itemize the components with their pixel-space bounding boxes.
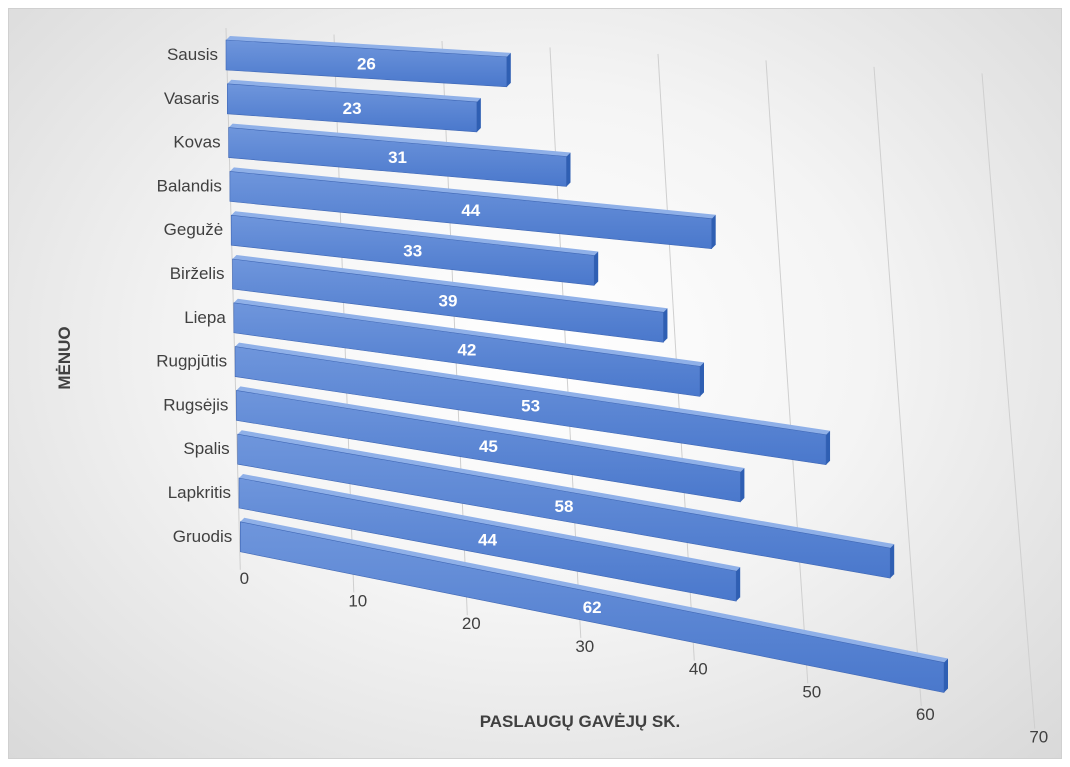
data-label: 44	[478, 531, 497, 550]
bar: 23	[227, 79, 481, 133]
bar-top-face	[226, 36, 511, 57]
data-label: 53	[521, 397, 540, 416]
data-label: 33	[403, 241, 422, 260]
bar-top-face	[231, 211, 599, 256]
x-tick-label: 70	[1029, 728, 1048, 747]
bar-top-face	[236, 386, 745, 472]
bar-top-face	[229, 167, 716, 219]
category-label: Sausis	[167, 45, 218, 64]
bar-top-face	[233, 298, 705, 367]
x-tick-label: 20	[462, 614, 481, 633]
x-tick-label: 50	[802, 682, 821, 701]
data-label: 39	[439, 292, 458, 311]
bar-top-face	[237, 430, 895, 549]
bar-end-face	[826, 430, 831, 465]
bar-end-face	[506, 52, 511, 87]
bars: 26 23 31 44 33 39 42 53 45 58 44 62	[225, 36, 949, 693]
bar-top-face	[227, 79, 481, 102]
bar: 44	[238, 474, 741, 602]
x-tick-label: 0	[240, 569, 249, 588]
bar-end-face	[594, 251, 599, 286]
data-label: 42	[457, 341, 476, 360]
bar-end-face	[944, 658, 948, 693]
x-tick-label: 10	[348, 592, 367, 611]
bar-end-face	[890, 544, 895, 579]
bar-end-face	[700, 362, 704, 397]
category-label: Vasaris	[164, 89, 219, 108]
data-label: 45	[479, 437, 498, 456]
category-labels: Sausis Vasaris Kovas Balandis Gegužė Birželis…	[156, 45, 232, 546]
chart-area	[8, 8, 1062, 759]
x-axis-title: PASLAUGŲ GAVĖJŲ SK.	[480, 712, 681, 731]
x-tick-label: 60	[916, 705, 935, 724]
bar: 58	[237, 430, 895, 579]
data-label: 31	[388, 148, 407, 167]
category-label: Liepa	[184, 308, 226, 327]
category-label: Spalis	[183, 439, 229, 458]
bar: 44	[229, 167, 716, 250]
bar: 26	[225, 36, 511, 88]
category-label: Birželis	[170, 264, 225, 283]
data-label: 58	[554, 497, 573, 516]
x-tick-label: 30	[575, 637, 594, 656]
category-label: Rugsėjis	[163, 395, 228, 414]
bar: 31	[228, 123, 571, 187]
data-label: 62	[583, 598, 602, 617]
bar: 53	[234, 342, 831, 466]
x-tick-label: 40	[689, 660, 708, 679]
bar: 45	[236, 386, 745, 503]
bar-end-face	[711, 214, 716, 249]
y-axis-title: MĖNUO	[55, 326, 74, 389]
data-label: 26	[357, 54, 376, 73]
category-label: Kovas	[173, 133, 220, 152]
bar-end-face	[736, 567, 741, 602]
bar-top-face	[235, 342, 831, 435]
bar-top-face	[239, 474, 741, 572]
bar-end-face	[476, 97, 481, 132]
bar-end-face	[663, 308, 668, 343]
gridline	[225, 27, 241, 570]
bar-end-face	[740, 467, 745, 502]
category-label: Gruodis	[173, 527, 233, 546]
data-label: 23	[343, 99, 362, 118]
category-label: Balandis	[157, 176, 222, 195]
bar: 62	[240, 517, 949, 693]
bar: 39	[232, 255, 668, 343]
bar-top-face	[232, 255, 668, 313]
data-label: 44	[461, 201, 480, 220]
bar-top-face	[228, 123, 571, 157]
bar: 42	[233, 298, 705, 397]
gridline	[873, 66, 922, 707]
bar-top-face	[240, 517, 949, 663]
x-tick-labels: 0 10 20 30 40 50 60 70	[240, 569, 1049, 747]
bar-end-face	[566, 152, 571, 187]
gridline	[765, 60, 809, 684]
bar: 33	[230, 211, 599, 286]
category-label: Gegužė	[164, 220, 224, 239]
category-label: Lapkritis	[168, 483, 231, 502]
gridline	[981, 73, 1036, 729]
category-label: Rugpjūtis	[156, 352, 227, 371]
